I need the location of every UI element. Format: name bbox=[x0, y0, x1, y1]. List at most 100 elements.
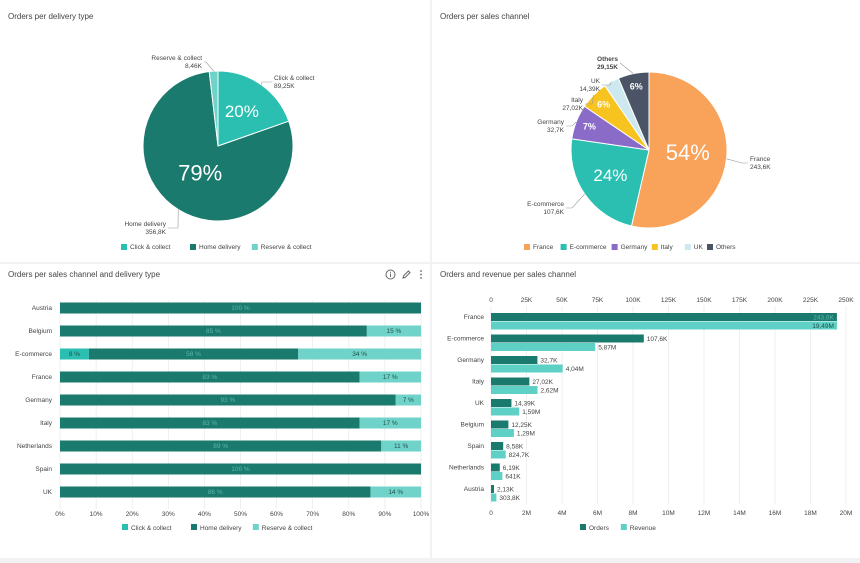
bar-value-label: 1,59M bbox=[522, 409, 540, 416]
top-axis-tick: 25K bbox=[521, 297, 533, 304]
bar-reserve-collect-germany[interactable] bbox=[395, 394, 421, 406]
bar-revenue-austria[interactable] bbox=[491, 493, 497, 502]
bar-home-delivery-austria[interactable] bbox=[60, 302, 421, 314]
legend-label-germany[interactable]: Germany bbox=[621, 244, 648, 251]
legend-label-home-delivery[interactable]: Home delivery bbox=[200, 525, 242, 532]
bar-value-label: 12,25K bbox=[511, 422, 532, 429]
legend-label-orders[interactable]: Orders bbox=[589, 525, 610, 532]
category-label-e-commerce: E-commerce bbox=[447, 336, 484, 343]
callout-value: 8,46K bbox=[185, 63, 203, 70]
category-label-e-commerce: E-commerce bbox=[15, 351, 52, 358]
bar-value-label: 6,19K bbox=[503, 465, 521, 472]
bar-reserve-collect-netherlands[interactable] bbox=[381, 440, 421, 452]
x-tick-label: 60% bbox=[270, 511, 283, 518]
bottom-axis-tick: 8M bbox=[628, 510, 637, 517]
legend-swatch-uk bbox=[684, 244, 691, 250]
legend-label-revenue[interactable]: Revenue bbox=[630, 525, 656, 532]
pie-percent-label: 79% bbox=[178, 160, 222, 185]
orders-revenue-chart-title: Orders and revenue per sales channel bbox=[440, 270, 577, 279]
bar-revenue-uk[interactable] bbox=[491, 407, 520, 416]
x-tick-label: 20% bbox=[126, 511, 139, 518]
category-label-germany: Germany bbox=[25, 397, 52, 404]
bar-reserve-collect-italy[interactable] bbox=[359, 417, 421, 429]
bar-orders-uk[interactable] bbox=[491, 399, 512, 407]
legend-label-uk[interactable]: UK bbox=[694, 244, 704, 251]
pie-slice-others[interactable] bbox=[617, 71, 650, 151]
bar-orders-germany[interactable] bbox=[491, 356, 538, 364]
legend-label-france[interactable]: France bbox=[533, 244, 554, 251]
bar-reserve-collect-belgium[interactable] bbox=[366, 325, 421, 337]
category-label-netherlands: Netherlands bbox=[449, 465, 485, 472]
legend-label-e-commerce[interactable]: E-commerce bbox=[570, 244, 607, 251]
bar-orders-netherlands[interactable] bbox=[491, 463, 500, 472]
pie-slice-home-delivery[interactable] bbox=[142, 70, 294, 222]
category-label-france: France bbox=[32, 374, 53, 381]
bar-revenue-germany[interactable] bbox=[491, 364, 563, 373]
legend-label-click-collect[interactable]: Click & collect bbox=[130, 244, 171, 251]
bar-value-label: 83 % bbox=[202, 420, 217, 427]
legend-label-click-collect[interactable]: Click & collect bbox=[131, 525, 172, 532]
legend-swatch-click-collect bbox=[121, 244, 127, 250]
callout-value: 32,7K bbox=[547, 127, 565, 134]
legend-swatch-france bbox=[524, 244, 530, 250]
legend-label-others[interactable]: Others bbox=[716, 244, 736, 251]
category-label-austria: Austria bbox=[464, 486, 485, 493]
x-tick-label: 100% bbox=[413, 511, 430, 518]
bar-orders-belgium[interactable] bbox=[491, 420, 509, 429]
bar-home-delivery-netherlands[interactable] bbox=[60, 440, 382, 452]
callout-label: UK bbox=[591, 78, 601, 85]
bar-revenue-e-commerce[interactable] bbox=[491, 343, 596, 351]
legend-label-home-delivery[interactable]: Home delivery bbox=[199, 244, 241, 251]
bar-value-label: 1,29M bbox=[517, 431, 535, 438]
bar-click-collect-e-commerce[interactable] bbox=[60, 348, 89, 360]
stacked-chart-title: Orders per sales channel and delivery ty… bbox=[8, 270, 161, 279]
x-tick-label: 80% bbox=[342, 511, 355, 518]
pie-percent-label: 20% bbox=[225, 102, 259, 121]
bar-revenue-netherlands[interactable] bbox=[491, 472, 503, 480]
top-axis-tick: 200K bbox=[767, 297, 783, 304]
callout-line bbox=[602, 81, 612, 86]
legend-swatch-home-delivery bbox=[191, 524, 197, 530]
bar-revenue-italy[interactable] bbox=[491, 386, 538, 394]
top-axis-tick: 50K bbox=[556, 297, 568, 304]
bar-reserve-collect-uk[interactable] bbox=[370, 486, 421, 498]
callout-label: France bbox=[750, 156, 771, 163]
bar-orders-e-commerce[interactable] bbox=[491, 334, 644, 343]
legend-swatch-reserve-collect bbox=[252, 524, 259, 530]
bar-home-delivery-e-commerce[interactable] bbox=[88, 348, 299, 360]
info-icon[interactable] bbox=[385, 269, 396, 280]
bar-home-delivery-france[interactable] bbox=[60, 371, 360, 383]
category-label-italy: Italy bbox=[40, 420, 53, 427]
legend-label-italy[interactable]: Italy bbox=[661, 244, 674, 251]
pie-slice-france[interactable] bbox=[630, 71, 728, 229]
bar-revenue-belgium[interactable] bbox=[491, 429, 514, 437]
legend-label-reserve-collect[interactable]: Reserve & collect bbox=[262, 525, 313, 532]
legend-swatch-reserve-collect bbox=[251, 244, 258, 250]
bar-orders-france[interactable] bbox=[491, 313, 837, 321]
bar-value-label: 17 % bbox=[383, 374, 398, 381]
bar-value-label: 14,39K bbox=[514, 401, 535, 408]
bar-home-delivery-belgium[interactable] bbox=[60, 325, 367, 337]
bar-home-delivery-spain[interactable] bbox=[60, 463, 421, 475]
legend-label-reserve-collect[interactable]: Reserve & collect bbox=[261, 244, 312, 251]
bar-value-label: 11 % bbox=[394, 443, 409, 450]
bar-home-delivery-uk[interactable] bbox=[60, 486, 371, 498]
more-vertical-icon[interactable] bbox=[417, 269, 425, 280]
legend-swatch-orders bbox=[580, 524, 586, 530]
bar-reserve-collect-e-commerce[interactable] bbox=[298, 348, 421, 360]
bar-home-delivery-italy[interactable] bbox=[60, 417, 360, 429]
bar-home-delivery-germany[interactable] bbox=[60, 394, 396, 406]
bar-value-label: 8 % bbox=[69, 351, 80, 358]
bar-revenue-france[interactable] bbox=[491, 321, 837, 330]
bar-revenue-spain[interactable] bbox=[491, 450, 506, 459]
bottom-axis-tick: 14M bbox=[733, 510, 746, 517]
legend-swatch-click-collect bbox=[122, 524, 128, 530]
bar-orders-austria[interactable] bbox=[491, 485, 495, 493]
bar-reserve-collect-france[interactable] bbox=[359, 371, 421, 383]
bar-orders-spain[interactable] bbox=[491, 442, 504, 450]
bar-orders-italy[interactable] bbox=[491, 377, 530, 386]
bar-value-label: 15 % bbox=[387, 328, 402, 335]
pencil-icon[interactable] bbox=[401, 269, 412, 280]
pie-slice-reserve-collect[interactable] bbox=[208, 70, 219, 147]
